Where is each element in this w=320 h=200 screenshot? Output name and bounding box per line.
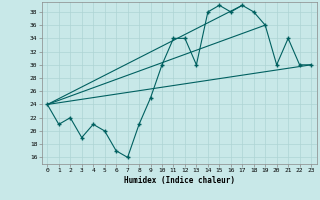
- X-axis label: Humidex (Indice chaleur): Humidex (Indice chaleur): [124, 176, 235, 185]
